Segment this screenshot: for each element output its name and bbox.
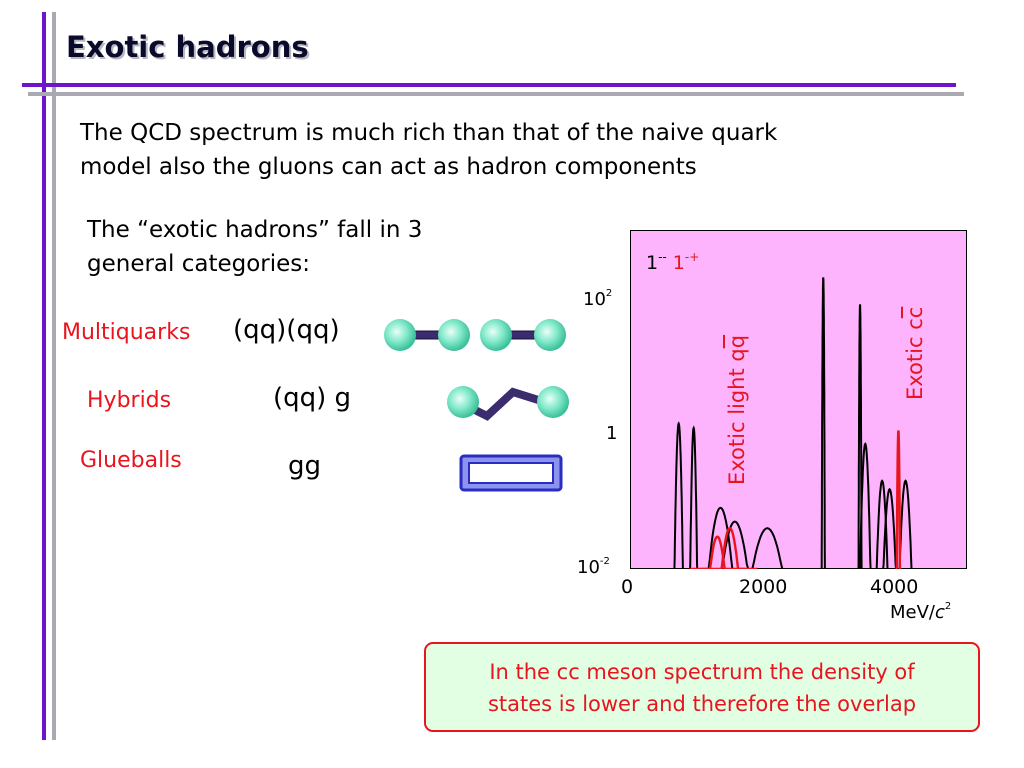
categories-line-2: general categories: (87, 251, 311, 277)
peak-0-5 (820, 277, 826, 569)
frame-horizontal-line (22, 83, 956, 87)
categories-intro: The “exotic hadrons” fall in 3 general c… (87, 213, 422, 281)
categories-line-1: The “exotic hadrons” fall in 3 (87, 217, 423, 243)
hybrid-diagram-icon (447, 386, 569, 421)
glueballs-formula: gg (288, 451, 322, 481)
peak-0-4 (717, 527, 818, 569)
legend-1mp: 1-+ (672, 250, 700, 274)
peak-0-8 (869, 479, 895, 569)
peak-0-7 (855, 442, 876, 569)
multiquarks-label: Multiquarks (62, 320, 191, 345)
frame-horizontal-shadow (28, 92, 964, 96)
tetraquark-diagram-icon (384, 319, 566, 351)
exotic-charm-label: Exotic cc (903, 306, 927, 400)
legend-1mm: 1-- (646, 250, 667, 274)
intro-text: The QCD spectrum is much rich than that … (80, 116, 980, 184)
x-axis-unit: MeV/c2 (890, 601, 952, 623)
note-line-2: states is lower and therefore the overla… (487, 692, 917, 716)
peak-0-10 (891, 479, 920, 569)
note-line-1: In the cc meson spectrum the density of (489, 660, 915, 684)
ytick-0-01: 10-2 (577, 556, 610, 578)
glueballs-label: Glueballs (80, 448, 182, 473)
glueball-diagram-icon (459, 454, 563, 492)
peak-1-2 (895, 430, 902, 569)
chart-plot-area (630, 230, 967, 569)
intro-line-1: The QCD spectrum is much rich than that … (80, 120, 778, 146)
spectrum-chart (671, 277, 920, 569)
xtick-4000: 4000 (870, 576, 919, 598)
slide-title: Exotic hadrons (66, 30, 309, 64)
peak-0-9 (874, 487, 905, 569)
ytick-1: 1 (606, 423, 618, 444)
hybrids-formula: (qq) g (273, 383, 352, 413)
multiquarks-formula: (qq)(qq) (233, 315, 340, 345)
intro-line-2: model also the gluons can act as hadron … (80, 154, 697, 180)
chart-legend: 1-- 1-+ (646, 250, 699, 274)
hybrids-label: Hybrids (87, 388, 172, 413)
peak-1-0 (689, 535, 745, 569)
peak-0-3 (694, 520, 775, 569)
peak-0-0 (671, 421, 687, 569)
frame-vertical-shadow (52, 12, 56, 740)
xtick-2000: 2000 (739, 576, 788, 598)
ytick-100: 102 (583, 288, 613, 310)
peak-0-6 (857, 304, 863, 569)
peak-1-1 (702, 526, 758, 569)
xtick-0: 0 (621, 576, 634, 598)
note-box: In the cc meson spectrum the density of … (424, 642, 980, 732)
peak-0-1 (687, 425, 700, 569)
frame-vertical-line (42, 12, 46, 740)
peak-0-2 (688, 506, 753, 569)
exotic-light-label: Exotic light qq (725, 334, 749, 485)
